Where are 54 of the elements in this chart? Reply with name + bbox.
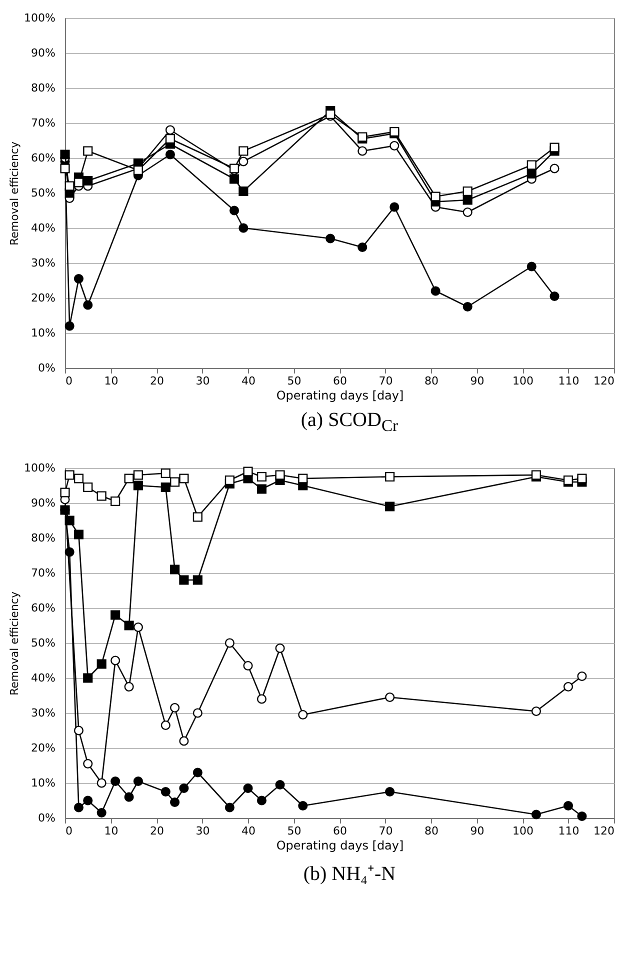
x-tick-label: 20 (150, 824, 164, 838)
x-tick-label: 100 (512, 824, 534, 838)
y-tick-label: 40% (31, 672, 56, 684)
y-tick-label: 80% (31, 532, 56, 544)
x-tick-label: 10 (104, 374, 118, 388)
x-tick-label: 60 (333, 824, 347, 838)
x-tick-label: 70 (378, 824, 393, 838)
x-tick-label: 10 (104, 824, 118, 838)
y-tick-label: 60% (31, 152, 56, 164)
x-tick-label: 60 (333, 374, 347, 388)
y-tick-label: 10% (31, 326, 56, 340)
y-axis-title: Removal efficiency (8, 141, 22, 246)
y-tick-label: 80% (31, 82, 56, 94)
x-tick-label: 0 (66, 824, 72, 838)
x-tick-label: 100 (512, 374, 534, 388)
x-tick-label: 120 (594, 374, 614, 388)
y-tick-label: 100% (24, 462, 56, 474)
x-tick-label: 50 (287, 374, 302, 388)
x-tick-label: 110 (558, 374, 580, 388)
y-tick-label: 70% (31, 566, 56, 580)
y-tick-label: 30% (31, 256, 56, 270)
x-tick-label: 70 (378, 374, 393, 388)
y-tick-label: 10% (31, 776, 56, 790)
x-tick-label: 0 (66, 374, 72, 388)
y-axis-title: Removal efficiency (8, 591, 22, 696)
y-tick-label: 90% (31, 46, 56, 60)
x-axis-title: Operating days [day] (276, 838, 404, 852)
y-tick-label: 20% (31, 742, 56, 754)
y-tick-label: 100% (24, 12, 56, 24)
x-tick-label: 20 (150, 374, 164, 388)
y-tick-label: 20% (31, 292, 56, 304)
x-tick-label: 50 (287, 824, 302, 838)
x-tick-label: 40 (242, 824, 256, 838)
y-tick-label: 50% (31, 186, 56, 200)
y-tick-label: 30% (31, 706, 56, 720)
x-tick-label: 90 (470, 374, 484, 388)
y-tick-label: 0% (38, 362, 56, 374)
x-tick-label: 120 (594, 824, 614, 838)
y-tick-label: 0% (38, 812, 56, 824)
x-tick-label: 90 (470, 824, 484, 838)
x-tick-label: 110 (558, 824, 580, 838)
x-tick-label: 40 (242, 374, 256, 388)
text: (b) NH₄⁺-N (302, 862, 397, 886)
x-tick-label: 30 (196, 374, 210, 388)
x-tick-label: 80 (424, 374, 438, 388)
text: (a) SCOD$_{Cr}$ (300, 409, 400, 436)
x-axis-title: Operating days [day] (276, 388, 404, 402)
x-tick-label: 80 (424, 824, 438, 838)
x-tick-label: 30 (196, 824, 210, 838)
y-tick-label: 70% (31, 116, 56, 130)
y-tick-label: 90% (31, 496, 56, 510)
y-tick-label: 60% (31, 602, 56, 614)
y-tick-label: 40% (31, 222, 56, 234)
y-tick-label: 50% (31, 636, 56, 650)
